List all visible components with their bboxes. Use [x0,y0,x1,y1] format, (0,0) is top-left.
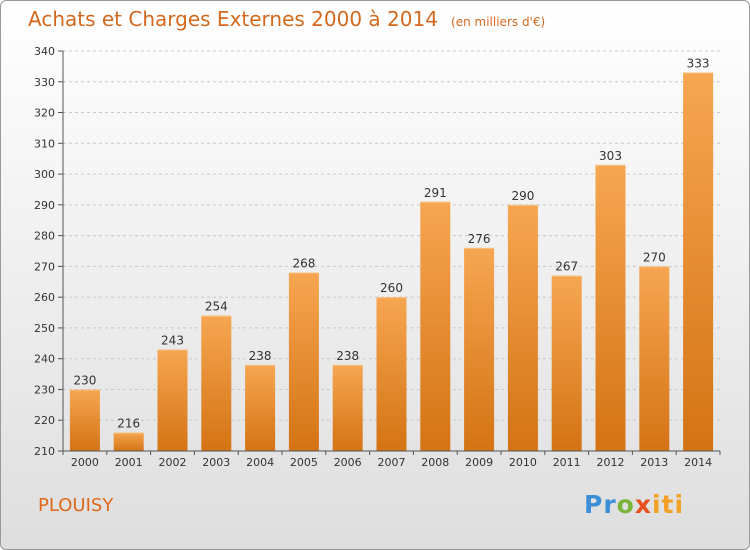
bar-value-label: 254 [205,300,228,314]
x-tick-label: 2008 [421,456,449,469]
bar [420,201,451,451]
bar [113,432,144,451]
x-tick-label: 2001 [115,456,143,469]
x-tick-label: 2011 [553,456,581,469]
y-tick-label: 210 [34,445,55,458]
y-tick-label: 340 [34,45,55,58]
bar [288,272,319,451]
x-tick-label: 2007 [378,456,406,469]
y-tick-label: 280 [34,230,55,243]
y-tick-label: 220 [34,414,55,427]
bar-value-label: 243 [161,333,184,347]
logo-part-2: o [616,490,635,519]
bar [639,266,670,451]
bar [376,297,407,451]
bar-value-label: 333 [687,57,710,71]
chart-unit-note: (en milliers d'€) [451,15,546,29]
x-tick-label: 2004 [246,456,274,469]
x-tick-label: 2003 [202,456,230,469]
bar [551,275,582,451]
y-tick-label: 260 [34,291,55,304]
x-tick-label: 2000 [71,456,99,469]
bar-value-label: 267 [555,260,578,274]
y-tick-label: 240 [34,353,55,366]
bar [595,164,626,451]
bar-value-label: 276 [468,232,491,246]
bar [683,72,714,452]
proxiti-logo: Proxiti [584,490,684,519]
x-tick-label: 2002 [159,456,187,469]
x-tick-label: 2012 [597,456,625,469]
bar-value-label: 268 [292,257,315,271]
bar [464,247,495,451]
logo-part-4: iti [651,490,685,519]
axes: 210 220 230 240 250 260 270 280 290 300 310 320 330 3… [34,45,721,469]
bar-value-label: 260 [380,281,403,295]
logo-part-3: x [634,490,652,519]
bar-value-label: 216 [117,417,140,431]
x-tick-label: 2010 [509,456,537,469]
x-tick-label: 2005 [290,456,318,469]
y-tick-label: 320 [34,107,55,120]
y-tick-label: 250 [34,322,55,335]
logo-part-1: Pr [584,490,617,519]
chart-title-text: Achats et Charges Externes 2000 à 2014 [28,7,438,31]
y-tick-label: 310 [34,137,55,150]
bar [157,349,188,451]
bar-value-label: 303 [599,149,622,163]
bar [507,204,538,451]
commune-name: PLOUISY [38,495,114,516]
x-tick-label: 2013 [640,456,668,469]
bar [69,389,100,451]
bar-value-label: 270 [643,250,666,264]
x-tick-label: 2014 [684,456,712,469]
bar [332,364,363,451]
y-tick-label: 270 [34,260,55,273]
bars: 230 216 243 254 238 268 238 260 291 276 290 267 303 2… [69,57,714,452]
bar [201,315,232,451]
bar-value-label: 291 [424,186,447,200]
bar-value-label: 238 [249,349,272,363]
y-tick-label: 290 [34,199,55,212]
bar-value-label: 230 [73,373,96,387]
bar [245,364,276,451]
y-tick-label: 300 [34,168,55,181]
x-tick-label: 2006 [334,456,362,469]
y-tick-label: 330 [34,76,55,89]
bar-value-label: 238 [336,349,359,363]
x-tick-label: 2009 [465,456,493,469]
y-tick-label: 230 [34,383,55,396]
chart-title: Achats et Charges Externes 2000 à 2014 (… [28,7,545,31]
bar-value-label: 290 [511,189,534,203]
